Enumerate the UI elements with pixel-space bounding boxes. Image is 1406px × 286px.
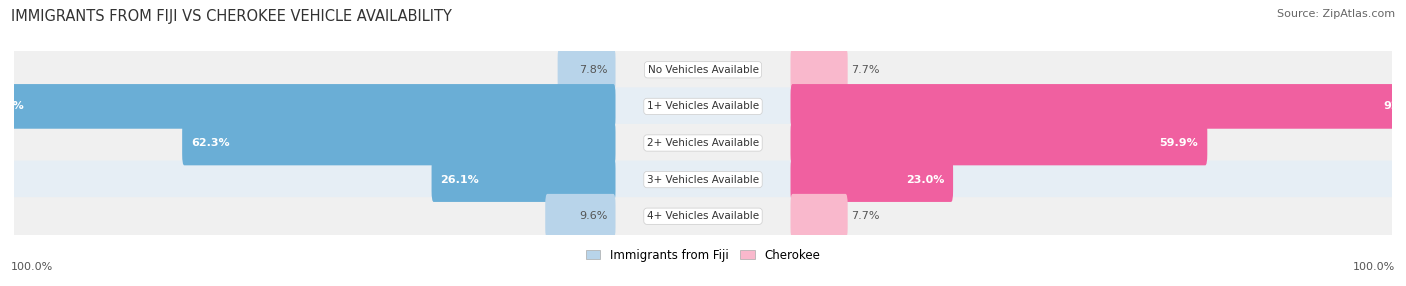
Text: 92.4%: 92.4% bbox=[1384, 102, 1406, 111]
FancyBboxPatch shape bbox=[790, 121, 1208, 165]
FancyBboxPatch shape bbox=[7, 124, 1399, 162]
FancyBboxPatch shape bbox=[790, 157, 953, 202]
Text: 100.0%: 100.0% bbox=[1353, 262, 1395, 272]
Text: 100.0%: 100.0% bbox=[11, 262, 53, 272]
FancyBboxPatch shape bbox=[7, 160, 1399, 199]
Text: 92.2%: 92.2% bbox=[0, 102, 24, 111]
FancyBboxPatch shape bbox=[432, 157, 616, 202]
Text: 1+ Vehicles Available: 1+ Vehicles Available bbox=[647, 102, 759, 111]
Text: 62.3%: 62.3% bbox=[191, 138, 229, 148]
FancyBboxPatch shape bbox=[183, 121, 616, 165]
Text: 59.9%: 59.9% bbox=[1160, 138, 1198, 148]
Text: 2+ Vehicles Available: 2+ Vehicles Available bbox=[647, 138, 759, 148]
Text: 23.0%: 23.0% bbox=[905, 175, 945, 184]
Text: 3+ Vehicles Available: 3+ Vehicles Available bbox=[647, 175, 759, 184]
FancyBboxPatch shape bbox=[0, 84, 616, 129]
FancyBboxPatch shape bbox=[790, 47, 848, 92]
Text: No Vehicles Available: No Vehicles Available bbox=[648, 65, 758, 75]
FancyBboxPatch shape bbox=[7, 197, 1399, 235]
Text: IMMIGRANTS FROM FIJI VS CHEROKEE VEHICLE AVAILABILITY: IMMIGRANTS FROM FIJI VS CHEROKEE VEHICLE… bbox=[11, 9, 453, 23]
Text: 9.6%: 9.6% bbox=[579, 211, 607, 221]
Text: 7.8%: 7.8% bbox=[579, 65, 607, 75]
FancyBboxPatch shape bbox=[790, 194, 848, 239]
Text: 7.7%: 7.7% bbox=[851, 65, 880, 75]
FancyBboxPatch shape bbox=[7, 87, 1399, 126]
Text: Source: ZipAtlas.com: Source: ZipAtlas.com bbox=[1277, 9, 1395, 19]
Text: 26.1%: 26.1% bbox=[440, 175, 479, 184]
Text: 4+ Vehicles Available: 4+ Vehicles Available bbox=[647, 211, 759, 221]
FancyBboxPatch shape bbox=[7, 51, 1399, 89]
Text: 7.7%: 7.7% bbox=[851, 211, 880, 221]
FancyBboxPatch shape bbox=[546, 194, 616, 239]
FancyBboxPatch shape bbox=[558, 47, 616, 92]
FancyBboxPatch shape bbox=[790, 84, 1406, 129]
Legend: Immigrants from Fiji, Cherokee: Immigrants from Fiji, Cherokee bbox=[586, 249, 820, 262]
